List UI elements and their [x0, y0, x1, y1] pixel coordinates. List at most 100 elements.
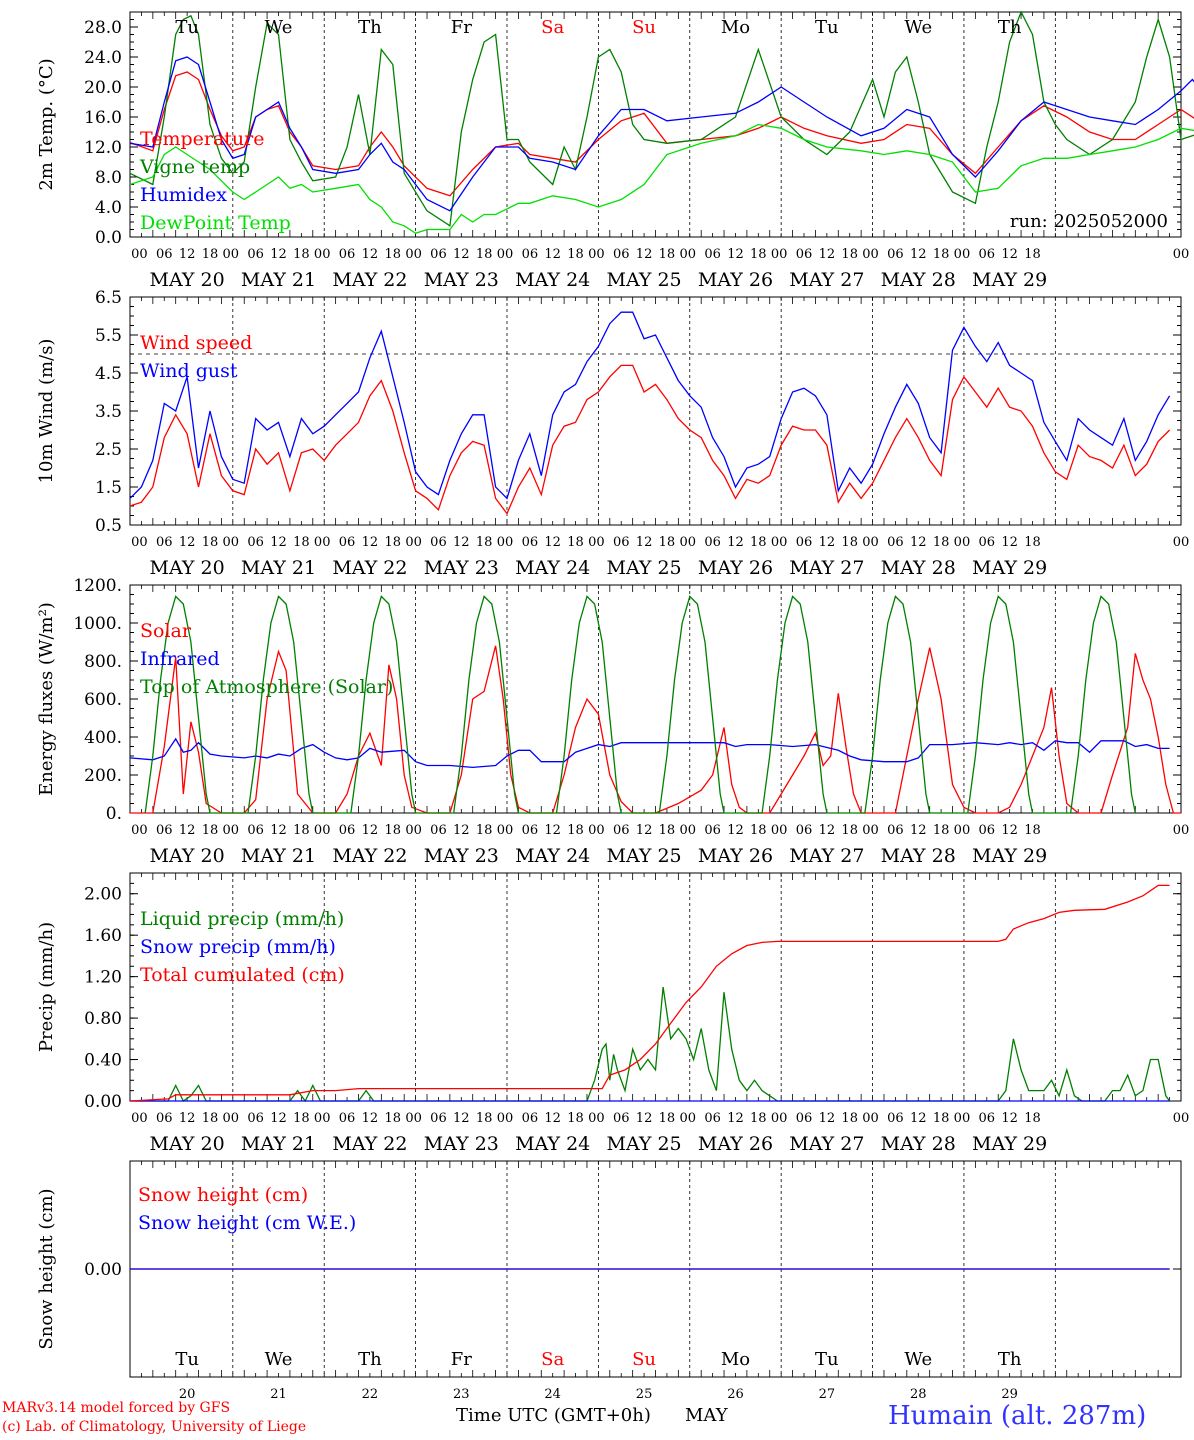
- hour-tick-label: 18: [659, 535, 676, 550]
- hour-tick-label: 18: [933, 535, 950, 550]
- hour-tick-label: 18: [933, 823, 950, 838]
- hour-tick-label: 06: [339, 247, 356, 262]
- hour-tick-label: 00: [405, 247, 422, 262]
- hour-tick-label: 12: [270, 247, 287, 262]
- y-tick-label: 1200.: [73, 576, 122, 596]
- legend-entry: Humidex: [140, 184, 227, 206]
- day-number-label: 22: [362, 1387, 379, 1402]
- hour-tick-label: 18: [1024, 535, 1041, 550]
- series-line-dewpoint-temp: [129, 123, 1194, 235]
- y-tick-label: 8.0: [95, 168, 122, 188]
- hour-tick-label: 18: [1024, 823, 1041, 838]
- hour-tick-label: 06: [522, 535, 539, 550]
- hour-tick-label: 00: [497, 1111, 514, 1126]
- legend-entry: Wind speed: [140, 332, 252, 354]
- hour-tick-label: 18: [476, 823, 493, 838]
- hour-tick-label: 18: [202, 247, 219, 262]
- y-tick-label: 0.00: [84, 1092, 122, 1112]
- date-label: MAY 29: [972, 1133, 1047, 1155]
- panel-5: [129, 1160, 1182, 1378]
- date-label: MAY 29: [972, 845, 1047, 867]
- date-label: MAY 29: [972, 557, 1047, 579]
- date-label: MAY 20: [150, 845, 225, 867]
- hour-tick-label: 18: [567, 823, 584, 838]
- hour-tick-label: 00: [405, 823, 422, 838]
- date-label: MAY 22: [332, 269, 407, 291]
- date-label: MAY 27: [789, 557, 864, 579]
- legend-entry: Wind gust: [140, 360, 238, 382]
- y-tick-label: 2.00: [84, 885, 122, 905]
- day-number-label: 20: [179, 1387, 196, 1402]
- y-tick-label: 1.5: [95, 478, 122, 498]
- y-tick-label: 0.5: [95, 516, 122, 536]
- day-number-label: 24: [544, 1387, 561, 1402]
- legend-entry: DewPoint Temp: [140, 212, 291, 234]
- hour-tick-label: 00: [1173, 247, 1190, 262]
- station-label: Humain (alt. 287m): [888, 1401, 1147, 1431]
- legend-entry: Snow precip (mm/h): [140, 936, 336, 958]
- hour-tick-label: 18: [841, 1111, 858, 1126]
- panel-3: [129, 584, 1182, 814]
- hour-tick-label: 12: [636, 823, 653, 838]
- hour-tick-label: 18: [384, 823, 401, 838]
- hour-tick-label: 06: [339, 1111, 356, 1126]
- hour-tick-label: 00: [131, 1111, 148, 1126]
- month-label: MAY: [685, 1405, 728, 1426]
- date-label: MAY 21: [241, 845, 316, 867]
- hour-tick-label: 06: [979, 823, 996, 838]
- panel-1: [129, 10, 1194, 238]
- y-axis-label: Energy fluxes (W/m²): [36, 602, 57, 796]
- hour-tick-label: 06: [887, 535, 904, 550]
- date-label: MAY 23: [424, 845, 499, 867]
- hour-tick-label: 12: [362, 247, 379, 262]
- hour-tick-label: 06: [887, 247, 904, 262]
- hour-tick-label: 00: [131, 823, 148, 838]
- date-label: MAY 23: [424, 1133, 499, 1155]
- hour-tick-label: 06: [979, 535, 996, 550]
- day-number-label: 26: [727, 1387, 744, 1402]
- series-line-wind-gust: [129, 311, 1171, 500]
- hour-tick-label: 12: [1001, 823, 1018, 838]
- hour-tick-label: 00: [314, 1111, 331, 1126]
- hour-tick-label: 00: [131, 247, 148, 262]
- hour-tick-label: 00: [1173, 1111, 1190, 1126]
- hour-tick-label: 18: [293, 535, 310, 550]
- hour-tick-label: 00: [223, 823, 240, 838]
- hour-tick-label: 12: [544, 535, 561, 550]
- date-label: MAY 24: [515, 557, 590, 579]
- hour-tick-label: 00: [771, 1111, 788, 1126]
- hour-tick-label: 12: [544, 1111, 561, 1126]
- hour-tick-label: 12: [819, 823, 836, 838]
- hour-tick-label: 12: [362, 1111, 379, 1126]
- date-label: MAY 20: [150, 557, 225, 579]
- date-label: MAY 21: [241, 557, 316, 579]
- weekday-label: We: [265, 1349, 293, 1370]
- hour-tick-label: 06: [339, 823, 356, 838]
- hour-tick-label: 12: [727, 247, 744, 262]
- hour-tick-label: 06: [247, 247, 264, 262]
- y-tick-label: 20.0: [84, 78, 122, 98]
- date-label: MAY 27: [789, 1133, 864, 1155]
- hour-tick-label: 18: [1024, 1111, 1041, 1126]
- hour-tick-label: 00: [862, 1111, 879, 1126]
- date-label: MAY 26: [698, 1133, 773, 1155]
- hour-tick-label: 00: [954, 823, 971, 838]
- date-label: MAY 28: [881, 845, 956, 867]
- hour-tick-label: 18: [1024, 247, 1041, 262]
- y-axis-label: 2m Temp. (°C): [36, 58, 57, 190]
- y-tick-label: 1.60: [84, 926, 122, 946]
- hour-tick-label: 06: [247, 823, 264, 838]
- hour-tick-label: 00: [771, 247, 788, 262]
- hour-tick-label: 12: [636, 247, 653, 262]
- hour-tick-label: 12: [819, 535, 836, 550]
- date-label: MAY 28: [881, 269, 956, 291]
- hour-tick-label: 06: [247, 1111, 264, 1126]
- hour-tick-label: 00: [314, 535, 331, 550]
- day-number-label: 29: [1001, 1387, 1018, 1402]
- hour-tick-label: 18: [476, 247, 493, 262]
- day-number-label: 21: [270, 1387, 287, 1402]
- hour-tick-label: 00: [862, 247, 879, 262]
- legend-entry: Top of Atmosphere (Solar): [140, 676, 393, 698]
- hour-tick-label: 00: [679, 247, 696, 262]
